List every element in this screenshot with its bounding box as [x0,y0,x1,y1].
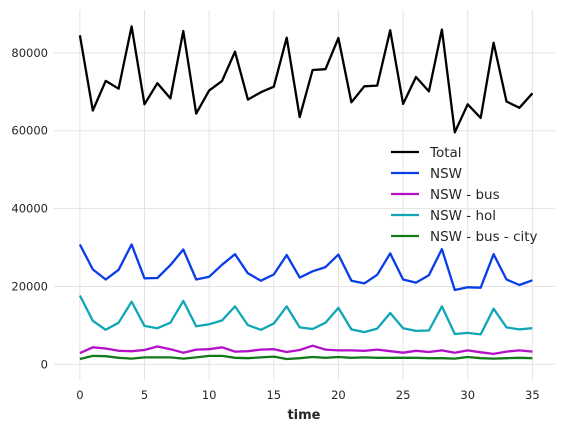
series-line-4 [79,354,533,361]
legend-label: NSW - bus - city [430,229,538,245]
series-line-2 [79,344,533,356]
x-tick-label: 30 [460,388,475,402]
legend-label: NSW - bus [430,187,500,203]
x-tick-label: 20 [331,388,346,402]
x-tick-label: 35 [525,388,540,402]
x-tick-label: 15 [266,388,281,402]
x-tick-label: 25 [396,388,411,402]
grid [54,10,555,380]
series-line-0 [78,25,534,134]
x-axis-label: time [287,408,320,423]
x-tick-label: 0 [76,388,83,402]
series-line-3 [78,294,533,336]
y-tick-label: 80000 [11,46,48,60]
y-tick-label: 40000 [11,202,48,216]
series-line-1 [78,243,533,292]
y-tick-label: 60000 [11,124,48,138]
y-tick-label: 20000 [11,280,48,294]
y-tick-label: 0 [41,357,48,371]
legend-label: NSW [430,166,462,182]
legend-label: Total [429,145,462,161]
tick-labels: 0 20000 40000 60000 80000 0 5 10 15 20 25 30 35 [11,46,539,402]
x-tick-label: 5 [141,388,148,402]
legend-label: NSW - hol [430,208,496,224]
legend: Total NSW NSW - bus NSW - hol NSW - bus - ci… [391,145,538,245]
series-lines [78,25,534,361]
x-tick-label: 10 [202,388,217,402]
